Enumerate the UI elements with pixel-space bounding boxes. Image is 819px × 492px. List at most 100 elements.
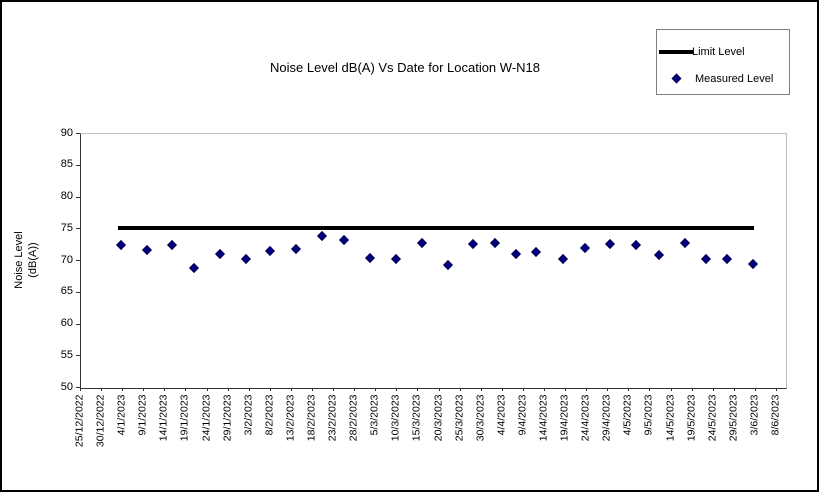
x-tick-mark	[691, 388, 693, 391]
x-tick-mark	[396, 388, 398, 391]
y-tick-label: 75	[60, 221, 73, 234]
y-axis-title: Noise Level (dB(A))	[12, 215, 40, 305]
x-axis-date-label: 19/4/2023	[558, 394, 571, 441]
x-axis-date-label: 14/4/2023	[537, 394, 550, 441]
y-tick-mark	[76, 324, 80, 325]
y-tick-label: 55	[60, 348, 73, 361]
y-tick-label: 70	[60, 253, 73, 266]
x-tick-mark	[269, 388, 271, 391]
x-axis-date-label: 3/6/2023	[748, 394, 761, 435]
x-axis-date-label: 24/4/2023	[579, 394, 592, 441]
y-tick-mark	[76, 228, 80, 229]
x-tick-mark	[649, 388, 651, 391]
x-tick-mark	[459, 388, 461, 391]
x-tick-mark	[143, 388, 145, 391]
x-tick-mark	[375, 388, 377, 391]
x-axis-date-label: 20/3/2023	[432, 394, 445, 441]
diamond-icon	[671, 73, 681, 84]
x-axis-date-label: 9/4/2023	[516, 394, 529, 435]
x-tick-mark	[438, 388, 440, 391]
x-tick-mark	[206, 388, 208, 391]
x-tick-mark	[754, 388, 756, 391]
x-axis-date-label: 24/1/2023	[200, 394, 213, 441]
x-axis-date-label: 25/12/2022	[73, 394, 86, 447]
x-axis-date-label: 14/1/2023	[157, 394, 170, 441]
x-tick-mark	[480, 388, 482, 391]
y-tick-label: 80	[60, 190, 73, 202]
x-tick-mark	[607, 388, 609, 391]
x-tick-mark	[733, 388, 735, 391]
y-tick-mark	[76, 387, 80, 388]
x-axis-date-label: 9/5/2023	[642, 394, 655, 435]
legend-item-limit-level: Limit Level	[657, 38, 789, 65]
x-axis-date-label: 30/3/2023	[474, 394, 487, 441]
limit-line-swatch	[657, 49, 695, 54]
x-tick-mark	[417, 388, 419, 391]
legend-label-limit-level: Limit Level	[692, 45, 745, 58]
x-tick-mark	[522, 388, 524, 391]
x-axis-date-label: 29/5/2023	[727, 394, 740, 441]
x-axis-date-label: 8/2/2023	[263, 394, 276, 435]
chart-title: Noise Level dB(A) Vs Date for Location W…	[270, 60, 540, 75]
legend-label-measured-level: Measured Level	[695, 72, 774, 85]
y-tick-mark	[76, 197, 80, 198]
x-axis-date-label: 23/2/2023	[326, 394, 339, 441]
x-axis-date-label: 19/5/2023	[685, 394, 698, 441]
x-axis-date-label: 29/1/2023	[221, 394, 234, 441]
x-tick-mark	[333, 388, 335, 391]
y-tick-mark	[76, 165, 80, 166]
x-axis-date-label: 14/5/2023	[664, 394, 677, 441]
y-axis-title-line2: (dB(A))	[27, 242, 39, 278]
x-axis-date-label: 19/1/2023	[178, 394, 191, 441]
line-icon	[659, 49, 693, 54]
x-axis-date-label: 4/1/2023	[115, 394, 128, 435]
x-axis-date-label: 13/2/2023	[284, 394, 297, 441]
x-tick-mark	[248, 388, 250, 391]
measured-point-swatch	[657, 73, 695, 84]
y-tick-mark	[76, 260, 80, 261]
y-tick-mark	[76, 292, 80, 293]
x-tick-mark	[354, 388, 356, 391]
x-tick-mark	[501, 388, 503, 391]
x-tick-mark	[290, 388, 292, 391]
y-tick-label: 50	[60, 380, 73, 393]
y-tick-label: 90	[60, 126, 73, 139]
x-tick-mark	[227, 388, 229, 391]
x-axis-date-label: 4/4/2023	[495, 394, 508, 435]
x-tick-mark	[164, 388, 166, 391]
y-tick-mark	[76, 355, 80, 356]
x-axis-date-label: 3/2/2023	[242, 394, 255, 435]
x-axis-date-label: 18/2/2023	[305, 394, 318, 441]
x-axis-date-label: 25/3/2023	[453, 394, 466, 441]
y-tick-label: 85	[60, 158, 73, 171]
x-axis-date-label: 5/3/2023	[368, 394, 381, 435]
legend-item-measured-level: Measured Level	[657, 65, 789, 92]
x-axis-date-label: 28/2/2023	[347, 394, 360, 441]
plot-area	[80, 133, 787, 389]
x-axis-date-label: 15/3/2023	[410, 394, 423, 441]
x-tick-mark	[776, 388, 777, 391]
x-tick-mark	[586, 388, 588, 391]
x-tick-mark	[565, 388, 567, 391]
y-axis-title-line1: Noise Level	[13, 231, 25, 289]
x-tick-mark	[670, 388, 672, 391]
y-tick-mark	[76, 133, 80, 134]
x-axis-date-label: 10/3/2023	[389, 394, 402, 441]
y-tick-label: 60	[60, 317, 73, 329]
x-tick-mark	[101, 388, 103, 391]
x-axis-date-label: 24/5/2023	[706, 394, 719, 441]
x-tick-mark	[712, 388, 714, 391]
x-tick-mark	[544, 388, 545, 391]
x-axis-date-label: 4/5/2023	[621, 394, 634, 435]
x-tick-mark	[185, 388, 187, 391]
limit-line	[118, 226, 754, 231]
x-axis-date-label: 29/4/2023	[600, 394, 613, 441]
x-axis-date-label: 9/1/2023	[136, 394, 149, 435]
x-axis-date-label: 30/12/2022	[94, 394, 107, 447]
x-tick-mark	[312, 388, 313, 391]
x-tick-mark	[122, 388, 124, 391]
x-tick-mark	[80, 388, 81, 391]
y-tick-label: 65	[60, 285, 73, 298]
legend: Limit Level Measured Level	[656, 29, 790, 95]
